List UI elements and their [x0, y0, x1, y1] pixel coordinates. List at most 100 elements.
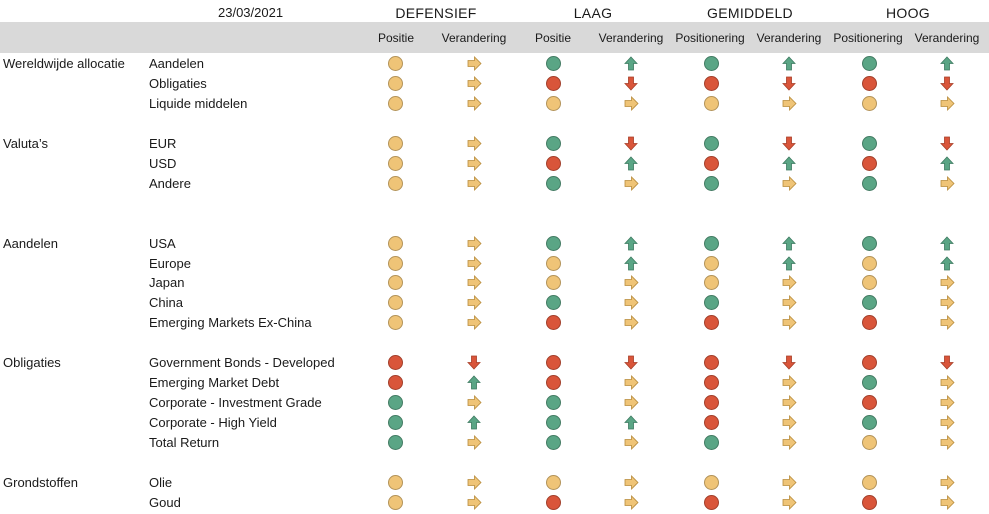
position-indicator-cell [545, 75, 563, 93]
row-label: Japan [149, 275, 185, 290]
status-dot-icon [704, 395, 719, 410]
row-label: Europe [149, 256, 191, 271]
change-indicator-cell [466, 434, 484, 452]
table-row: Total Return [0, 433, 989, 453]
position-indicator-cell [861, 155, 879, 173]
change-indicator-cell [939, 255, 957, 273]
subheader-verandering-1: Verandering [441, 31, 507, 45]
row-category: Wereldwijde allocatie [3, 56, 125, 71]
status-dot-icon [546, 375, 561, 390]
row-label: Aandelen [149, 56, 204, 71]
table-row: Obligaties Government Bonds - Developed [0, 353, 989, 373]
change-indicator-cell [623, 175, 641, 193]
position-indicator-cell [387, 494, 405, 512]
status-dot-icon [546, 96, 561, 111]
row-label: Liquide middelen [149, 96, 248, 111]
position-indicator-cell [545, 394, 563, 412]
position-indicator-cell [861, 354, 879, 372]
position-indicator-cell [545, 155, 563, 173]
arrow-right-icon [782, 315, 797, 330]
position-indicator-cell [545, 434, 563, 452]
position-indicator-cell [861, 314, 879, 332]
date-label: 23/03/2021 [218, 5, 284, 20]
status-dot-icon [388, 395, 403, 410]
status-dot-icon [388, 495, 403, 510]
table-row: Grondstoffen Olie [0, 473, 989, 493]
row-label: Emerging Markets Ex-China [149, 315, 312, 330]
change-indicator-cell [623, 95, 641, 113]
change-indicator-cell [939, 235, 957, 253]
arrow-down-icon [782, 355, 796, 370]
arrow-down-icon [940, 355, 954, 370]
arrow-right-icon [940, 495, 955, 510]
arrow-right-icon [624, 176, 639, 191]
table-row: Corporate - Investment Grade [0, 393, 989, 413]
arrow-right-icon [467, 275, 482, 290]
change-indicator-cell [939, 414, 957, 432]
change-indicator-cell [939, 135, 957, 153]
position-indicator-cell [861, 235, 879, 253]
table-row: Corporate - High Yield [0, 413, 989, 433]
position-indicator-cell [387, 274, 405, 292]
row-label: USD [149, 156, 177, 171]
change-indicator-cell [623, 274, 641, 292]
status-dot-icon [388, 236, 403, 251]
status-dot-icon [704, 156, 719, 171]
status-dot-icon [704, 355, 719, 370]
arrow-down-icon [940, 76, 954, 91]
change-indicator-cell [781, 374, 799, 392]
position-indicator-cell [861, 55, 879, 73]
status-dot-icon [546, 256, 561, 271]
change-indicator-cell [781, 175, 799, 193]
change-indicator-cell [781, 354, 799, 372]
change-indicator-cell [781, 294, 799, 312]
change-indicator-cell [466, 314, 484, 332]
position-indicator-cell [703, 274, 721, 292]
arrow-right-icon [624, 295, 639, 310]
status-dot-icon [704, 236, 719, 251]
status-dot-icon [704, 315, 719, 330]
change-indicator-cell [939, 75, 957, 93]
status-dot-icon [862, 56, 877, 71]
change-indicator-cell [939, 95, 957, 113]
position-indicator-cell [545, 95, 563, 113]
change-indicator-cell [466, 155, 484, 173]
arrow-down-icon [624, 136, 638, 151]
table-row: Valuta’s EUR [0, 134, 989, 154]
status-dot-icon [388, 56, 403, 71]
arrow-right-icon [782, 395, 797, 410]
position-indicator-cell [387, 75, 405, 93]
status-dot-icon [546, 395, 561, 410]
table-row: USD [0, 154, 989, 174]
status-dot-icon [546, 76, 561, 91]
change-indicator-cell [781, 135, 799, 153]
position-indicator-cell [861, 175, 879, 193]
change-indicator-cell [939, 434, 957, 452]
status-dot-icon [546, 415, 561, 430]
status-dot-icon [704, 375, 719, 390]
arrow-up-icon [624, 156, 638, 171]
status-dot-icon [704, 136, 719, 151]
arrow-up-icon [940, 236, 954, 251]
change-indicator-cell [939, 294, 957, 312]
status-dot-icon [388, 295, 403, 310]
status-dot-icon [388, 275, 403, 290]
position-indicator-cell [545, 354, 563, 372]
status-dot-icon [388, 176, 403, 191]
position-indicator-cell [861, 95, 879, 113]
subheader-verandering-3: Verandering [756, 31, 822, 45]
status-dot-icon [388, 375, 403, 390]
status-dot-icon [388, 156, 403, 171]
table-row: China [0, 293, 989, 313]
change-indicator-cell [466, 95, 484, 113]
arrow-right-icon [624, 495, 639, 510]
table-row: Liquide middelen [0, 94, 989, 114]
arrow-right-icon [467, 395, 482, 410]
position-indicator-cell [387, 314, 405, 332]
change-indicator-cell [939, 374, 957, 392]
change-indicator-cell [466, 255, 484, 273]
arrow-right-icon [782, 275, 797, 290]
change-indicator-cell [939, 314, 957, 332]
arrow-right-icon [940, 176, 955, 191]
arrow-right-icon [940, 315, 955, 330]
